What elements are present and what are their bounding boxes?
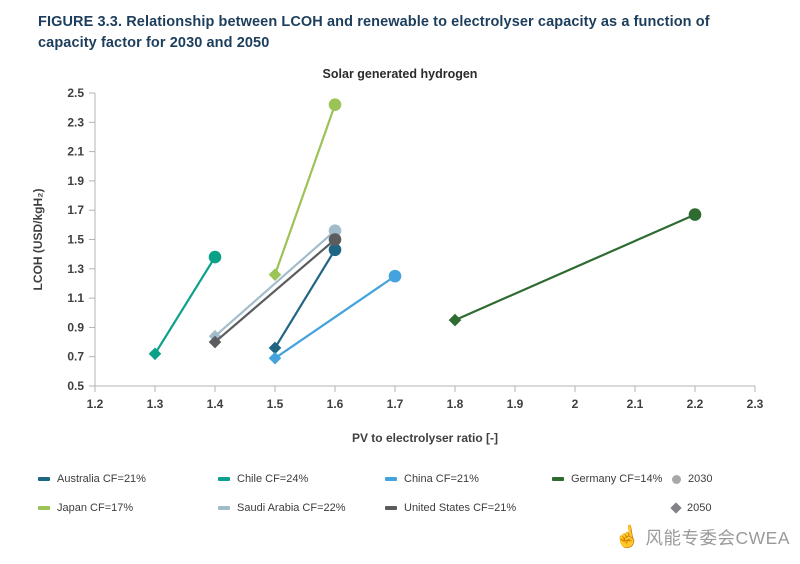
y-tick-label: 0.9 [67, 320, 84, 334]
legend-label: Australia CF=21% [57, 473, 146, 486]
data-point-2050 [208, 335, 222, 349]
data-point-2050 [148, 347, 162, 361]
data-point-2030 [208, 250, 222, 264]
legend-item-2030: 2030 [672, 473, 762, 485]
x-tick-label: 1.8 [447, 397, 464, 411]
legend-label: Saudi Arabia CF=22% [237, 502, 346, 515]
y-axis-label: LCOH (USD/kgH₂) [31, 189, 45, 291]
x-tick-label: 1.9 [507, 397, 524, 411]
series [208, 233, 342, 349]
chart: 0.5 0.7 0.9 1.1 1.3 1.5 1.7 1.9 2.1 2.3 2.5 1.2 1.3 1… [0, 83, 800, 417]
x-tick-label: 2 [572, 397, 579, 411]
y-tick-label: 2.3 [67, 115, 84, 129]
legend-label: 2030 [688, 473, 713, 486]
series [268, 243, 342, 355]
legend-label: 2050 [687, 502, 712, 515]
y-tick-label: 0.5 [67, 379, 84, 393]
legend-item-saudi-arabia: Saudi Arabia CF=22% [218, 502, 385, 514]
x-tick-label: 1.6 [327, 397, 344, 411]
legend-label: Japan CF=17% [57, 502, 134, 515]
pointing-hand-icon: ☝ [612, 524, 642, 551]
data-point-2030 [328, 243, 342, 257]
legend: Australia CF=21% Chile CF=24% China CF=2… [0, 473, 800, 514]
series [268, 98, 342, 281]
x-tick-label: 1.3 [147, 397, 164, 411]
legend-item-2050: 2050 [670, 502, 762, 515]
legend-swatch-saudi-arabia [218, 506, 230, 511]
data-point-2030 [688, 208, 702, 221]
x-axis-label: PV to electrolyser ratio [-] [351, 431, 499, 446]
y-tick-label: 0.7 [67, 350, 84, 364]
x-tick-label: 1.5 [267, 397, 284, 411]
y-tick-label: 1.9 [67, 174, 84, 188]
data-point-2030 [328, 233, 342, 246]
y-tick-label: 1.3 [67, 262, 84, 276]
series [268, 269, 402, 365]
series [208, 224, 342, 343]
x-tick-label: 2.3 [747, 397, 764, 411]
legend-label: United States CF=21% [404, 502, 517, 515]
y-tick-label: 2.1 [67, 145, 84, 159]
legend-item-chile: Chile CF=24% [218, 473, 385, 485]
legend-item-japan: Japan CF=17% [38, 502, 218, 514]
series-line [274, 275, 396, 360]
legend-item-australia: Australia CF=21% [38, 473, 218, 485]
x-tick-label: 2.1 [627, 397, 644, 411]
x-tick-label: 1.4 [207, 397, 224, 411]
legend-swatch-japan [38, 506, 50, 511]
x-tick-label: 1.2 [87, 397, 104, 411]
y-tick-label: 1.1 [67, 291, 84, 305]
legend-label: China CF=21% [404, 473, 479, 486]
legend-item-united-states: United States CF=21% [385, 502, 552, 514]
series [148, 250, 222, 361]
circle-marker-icon [672, 474, 681, 484]
series-line [214, 238, 336, 343]
legend-item-china: China CF=21% [385, 473, 552, 485]
legend-label: Chile CF=24% [237, 473, 309, 486]
series-line [274, 249, 336, 349]
legend-swatch-united-states [385, 506, 397, 511]
chart-canvas: 0.5 0.7 0.9 1.1 1.3 1.5 1.7 1.9 2.1 2.3 2.5 1.2 1.3 1… [31, 86, 764, 411]
legend-swatch-germany [552, 477, 564, 482]
data-point-2030 [328, 98, 342, 112]
x-tick-label: 1.7 [387, 397, 404, 411]
legend-swatch-china [385, 477, 397, 482]
chart-title: Solar generated hydrogen [322, 67, 478, 82]
data-point-2050 [448, 313, 462, 327]
data-point-2030 [328, 224, 342, 238]
watermark-text: 风能专委会CWEA [645, 528, 790, 548]
legend-item-germany: Germany CF=14% [552, 473, 672, 485]
series [448, 208, 702, 327]
series-line [273, 104, 337, 276]
legend-label: Germany CF=14% [571, 473, 663, 486]
series-line [214, 229, 336, 338]
legend-swatch-chile [218, 477, 230, 482]
y-tick-label: 2.5 [67, 86, 84, 100]
figure-title: FIGURE 3.3. Relationship between LCOH an… [38, 14, 710, 52]
series-line [454, 213, 696, 322]
y-tick-label: 1.7 [67, 203, 84, 217]
series-line [154, 256, 216, 355]
diamond-marker-icon [670, 502, 682, 514]
data-point-2050 [268, 268, 282, 281]
x-tick-label: 2.2 [687, 397, 704, 411]
data-point-2050 [268, 351, 282, 365]
data-point-2050 [268, 341, 282, 355]
legend-swatch-australia [38, 477, 50, 482]
y-tick-label: 1.5 [67, 233, 84, 247]
data-point-2030 [388, 269, 402, 283]
watermark: ☝ 风能专委会CWEA [612, 524, 790, 551]
